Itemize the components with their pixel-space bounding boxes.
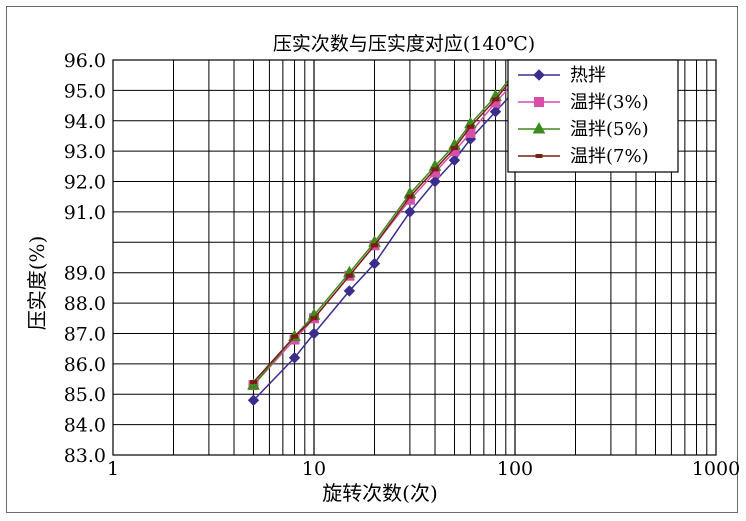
y-tick-label: 91.0 [64,202,106,224]
x-tick-label: 1 [107,458,119,480]
y-tick-label: 87.0 [64,323,106,345]
series-layer [247,65,522,407]
data-point [371,243,379,248]
y-tick-label: 83.0 [64,445,106,467]
data-point [406,194,414,199]
legend-marker [535,154,543,158]
legend-label: 热拌 [570,65,606,86]
y-tick-label: 85.0 [64,384,106,406]
legend-label: 温拌(7%) [570,146,649,167]
legend-item: 热拌 [518,65,606,86]
x-tick-label: 1000 [692,458,740,480]
y-tick-label: 89.0 [64,263,106,285]
legend-box [507,59,679,173]
data-point [429,175,441,188]
data-point [247,394,260,407]
y-tick-label: 94.0 [64,111,106,133]
data-point [291,334,299,339]
data-point [288,352,301,364]
y-tick-label: 86.0 [64,354,106,376]
legend-item: 温拌(3%) [518,92,649,113]
x-tick-label: 100 [497,458,533,480]
data-point [489,105,502,118]
x-tick-label: 10 [302,458,326,480]
data-point [450,146,458,151]
x-axis-label: 旋转次数(次) [322,481,438,505]
data-point [492,97,500,102]
legend-label: 温拌(5%) [570,119,649,140]
legend-marker [534,97,544,107]
series-line [252,89,516,401]
chart-title: 压实次数与压实度对应(140℃) [273,33,535,55]
data-point [448,154,461,166]
data-point [368,257,381,270]
series-3 [247,65,522,390]
y-tick-labels: 83.0 84.0 85.0 86.0 87.0 88.0 89.0 91.0 92.0 93.0… [64,50,106,467]
y-tick-label: 92.0 [64,172,106,194]
y-axis-label: 压实度(%) [25,236,49,331]
legend-label: 温拌(3%) [570,92,649,113]
data-point [345,273,353,278]
legend-item: 温拌(5%) [518,119,649,140]
data-point [404,206,416,218]
data-point [343,285,356,297]
x-tick-labels: 1 10 100 1000 [107,458,740,480]
y-tick-label: 93.0 [64,141,106,163]
data-point [431,167,439,172]
data-point [308,327,320,340]
data-point [466,124,474,129]
y-tick-label: 88.0 [64,293,106,315]
y-tick-label: 96.0 [64,50,106,72]
legend-marker [533,69,545,81]
data-point [249,380,257,385]
y-tick-label: 84.0 [64,415,106,437]
plot-border [112,59,717,456]
series-4 [249,73,519,385]
y-tick-label: 95.0 [64,80,106,102]
legend-marker [532,121,546,134]
data-point [247,378,260,390]
series-1 [247,84,521,407]
data-point [310,316,318,321]
legend-item: 温拌(7%) [518,146,649,167]
